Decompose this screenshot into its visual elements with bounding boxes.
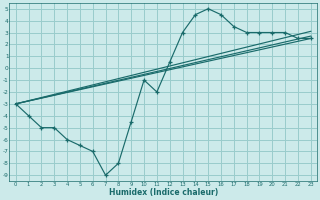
X-axis label: Humidex (Indice chaleur): Humidex (Indice chaleur) xyxy=(109,188,218,197)
